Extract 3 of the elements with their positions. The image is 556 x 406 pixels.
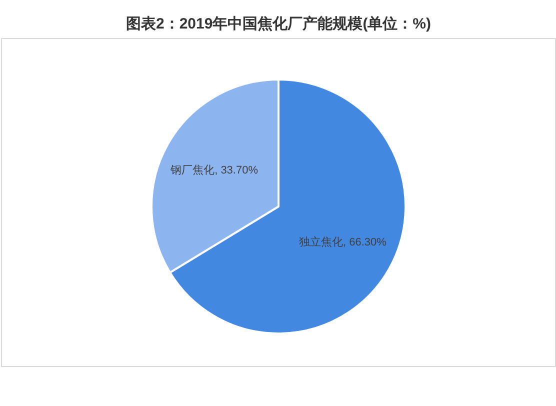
slice-label: 独立焦化, 66.30%	[299, 236, 387, 249]
chart-title: 图表2：2019年中国焦化厂产能规模(单位：%)	[126, 16, 432, 32]
slice-label: 钢厂焦化, 33.70%	[170, 164, 258, 176]
